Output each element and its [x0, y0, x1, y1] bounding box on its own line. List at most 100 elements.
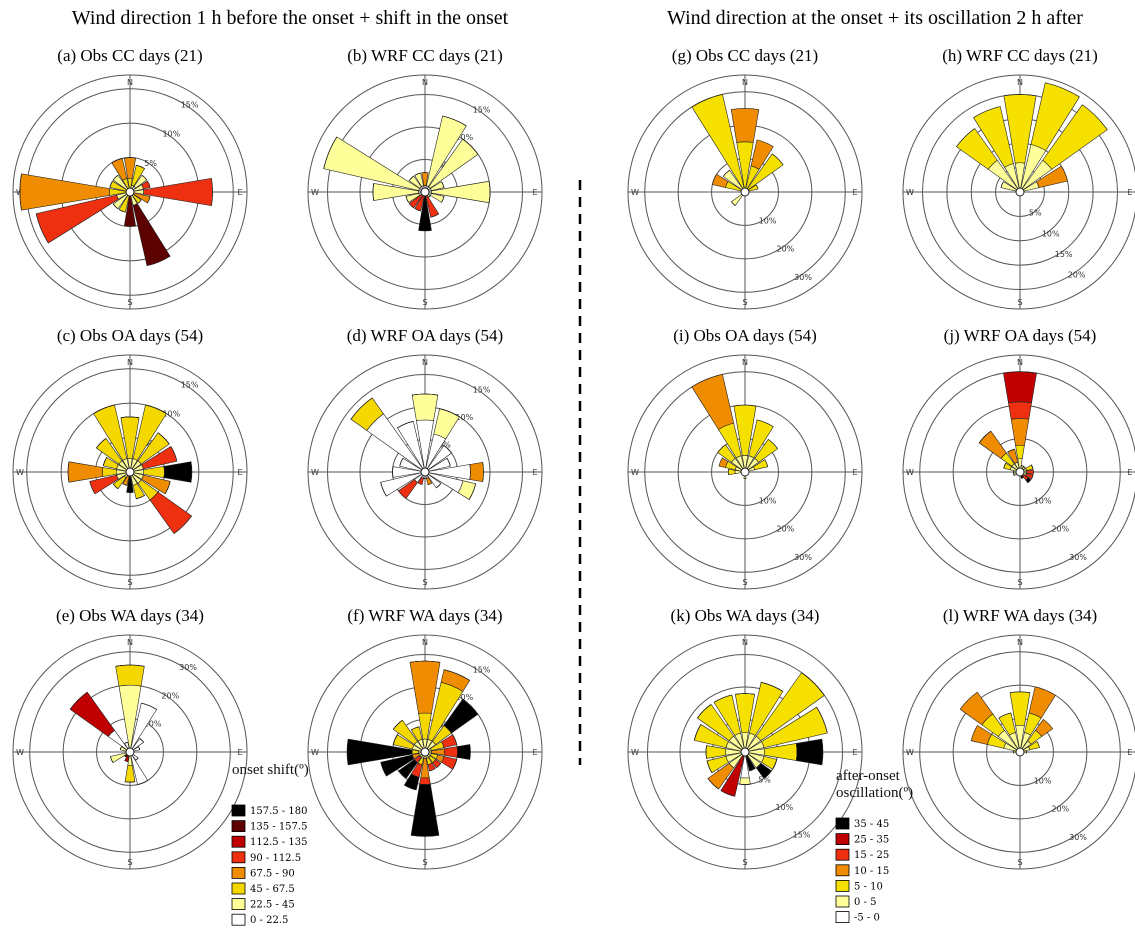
group-title: Wind direction 1 h before the onset + sh… — [72, 7, 509, 29]
direction-label: N — [422, 638, 428, 647]
petal-segment: 10 - 15 — [730, 108, 760, 143]
legend-swatch — [835, 880, 850, 892]
legend-label: 0 - 5 — [854, 897, 876, 908]
petal-segment: 157.5 - 180 — [452, 734, 457, 745]
petal-segment: 157.5 - 180 — [411, 726, 420, 731]
petal-segment: 135 - 157.5 — [35, 213, 49, 244]
petal-segment: 90 - 112.5 — [468, 483, 476, 500]
petal-segment: 157.5 - 180 — [430, 213, 439, 218]
legend-label: 10 - 15 — [854, 866, 889, 877]
center-dot — [125, 187, 135, 197]
petal-segment: 157.5 - 180 — [96, 438, 107, 449]
center-dot — [1015, 467, 1025, 477]
r-tick-label: 15% — [473, 105, 491, 114]
r-tick-label: 15% — [793, 831, 811, 840]
direction-label: N — [422, 358, 428, 367]
center-dot — [740, 747, 750, 757]
petal-segment: 10 - 15 — [722, 169, 730, 177]
petal-segment: 157.5 - 180 — [126, 471, 134, 493]
petal-segment: 67.5 - 90 — [469, 461, 484, 483]
direction-label: W — [311, 748, 319, 757]
direction-label: E — [532, 748, 537, 757]
petal-segment: 90 - 112.5 — [443, 746, 458, 758]
r-tick-label: 10% — [759, 216, 777, 225]
petal-segment: 157.5 - 180 — [173, 515, 192, 534]
petal-segment: 135 - 157.5 — [112, 203, 119, 210]
petal-segment: 35 - 45 — [772, 759, 777, 770]
r-tick-label: 5% — [1029, 209, 1042, 218]
r-tick-label: 10% — [775, 803, 793, 812]
petal-segment: 157.5 - 180 — [414, 208, 421, 212]
direction-label: S — [422, 858, 427, 867]
direction-label: E — [237, 748, 242, 757]
r-tick-label: 10% — [1034, 496, 1052, 505]
petal-segment: 22.5 - 45 — [411, 393, 439, 422]
petal-segment: 35 - 45 — [744, 751, 756, 772]
petal-segment: 157.5 - 180 — [102, 457, 107, 466]
petal-segment: 157.5 - 180 — [112, 483, 119, 490]
petal-segment: 135 - 157.5 — [211, 178, 213, 206]
legend-label: 0 - 22.5 — [250, 915, 288, 926]
legend-swatch — [231, 804, 246, 817]
center-dot — [125, 747, 135, 757]
r-tick-label: 10% — [455, 133, 473, 142]
petal-segment: 90 - 112.5 — [446, 458, 451, 467]
r-tick-label: 5% — [144, 159, 157, 168]
center-dot — [125, 467, 135, 477]
direction-label: E — [1127, 188, 1132, 197]
r-tick-label: 15% — [181, 380, 199, 389]
center-dot — [420, 467, 430, 477]
r-tick-label: 5% — [758, 776, 771, 785]
legend-title: after-onset oscillation(º) — [836, 768, 914, 801]
petal-segment: 90 - 112.5 — [436, 483, 442, 489]
petal-segment: 35 - 45 — [713, 694, 732, 703]
direction-label: E — [852, 468, 857, 477]
petal-segment: 10 - 15 — [691, 373, 735, 430]
petal-segment: 157.5 - 180 — [428, 195, 431, 198]
r-tick-label: 10% — [162, 410, 180, 419]
legend-swatch — [231, 882, 246, 895]
petal-segment: 157.5 - 180 — [443, 669, 470, 681]
petal-segment: 157.5 - 180 — [398, 759, 418, 779]
legend-label: 35 - 45 — [854, 819, 889, 830]
direction-label: S — [742, 298, 747, 307]
r-tick-label: 20% — [1051, 805, 1069, 814]
petal-segment: 157.5 - 180 — [346, 738, 413, 766]
panel-title: (l) WRF WA days (34) — [943, 606, 1097, 625]
petal-segment: 157.5 - 180 — [441, 181, 445, 188]
petal-segment: 90 - 112.5 — [419, 777, 431, 785]
petal-segment: 10 - 15 — [756, 184, 759, 190]
petal-segment: 157.5 - 180 — [443, 698, 479, 734]
petal-segment: 90 - 112.5 — [482, 462, 484, 482]
legend-swatch — [835, 848, 850, 861]
legend-label: 90 - 112.5 — [250, 853, 301, 864]
center-dot — [1015, 747, 1025, 757]
petal-segment: 10 - 15 — [1010, 691, 1030, 693]
direction-label: S — [1017, 858, 1022, 867]
legend-swatch — [231, 835, 246, 848]
panel-title: (h) WRF CC days (21) — [942, 46, 1098, 65]
petal-segment: 10 - 15 — [1082, 104, 1108, 130]
direction-label: W — [631, 748, 639, 757]
r-tick-label: 30% — [794, 273, 812, 282]
petal-segment: 157.5 - 180 — [408, 175, 414, 181]
petal-segment: 90 - 112.5 — [417, 477, 424, 486]
petal-segment: 157.5 - 180 — [67, 461, 70, 483]
petal-segment: 135 - 157.5 — [135, 757, 139, 761]
direction-label: E — [1127, 748, 1132, 757]
direction-label: N — [1017, 638, 1023, 647]
legend-label: 5 - 10 — [854, 881, 883, 892]
direction-label: S — [422, 298, 427, 307]
center-dot — [740, 467, 750, 477]
direction-label: N — [127, 638, 133, 647]
r-tick-label: 20% — [161, 691, 179, 700]
r-tick-label: 20% — [1051, 525, 1069, 534]
petal-segment: 135 - 157.5 — [136, 164, 145, 169]
panel-title: (e) Obs WA days (34) — [56, 606, 204, 625]
r-tick-label: 15% — [473, 665, 491, 674]
legend-label: 67.5 - 90 — [250, 868, 295, 879]
direction-label: E — [1127, 468, 1132, 477]
petal-segment: 35 - 45 — [755, 762, 772, 779]
r-tick-label: 5% — [438, 440, 451, 449]
